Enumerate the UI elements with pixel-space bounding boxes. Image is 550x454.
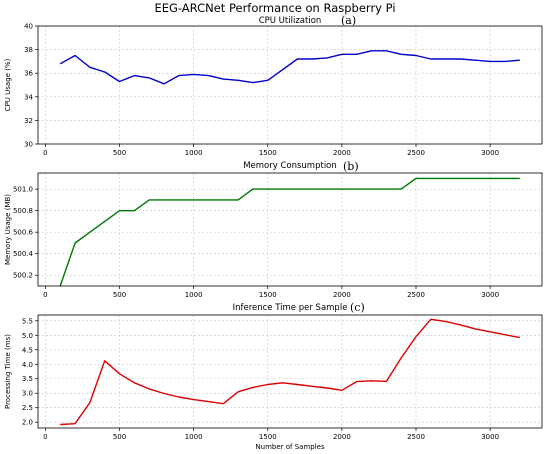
panel-1-ytick-label-2: 34 [24, 93, 33, 101]
panel-1-ytick-label-4: 38 [24, 46, 33, 54]
panel-2-xtick-label-3: 1500 [259, 291, 277, 299]
panel-3-ytick-label-7: 5.5 [22, 317, 33, 325]
panel-3-xtick-label-0: 0 [43, 433, 47, 441]
panel-1-xtick-label-4: 2000 [333, 149, 351, 157]
panel-2-ytick-label-4: 501.0 [13, 186, 33, 194]
panel-1-ytick-label-5: 40 [24, 23, 33, 31]
panel-2-xtick-label-5: 2500 [407, 291, 425, 299]
panel-1-xtick-label-5: 2500 [407, 149, 425, 157]
panel-3-ytick-label-3: 3.5 [22, 375, 33, 383]
panel-1-xtick-label-1: 500 [113, 149, 126, 157]
panel-3-ytick-label-0: 2.0 [22, 419, 33, 427]
panel-2-xtick-label-4: 2000 [333, 291, 351, 299]
panel-3-xtick-label-2: 1000 [185, 433, 203, 441]
panel-3-plot-frame [37, 314, 543, 429]
panel-2-xtick-label-2: 1000 [185, 291, 203, 299]
panel-1-ylabel: CPU Usage (%) [4, 58, 12, 111]
panel-1-series-line [59, 50, 520, 85]
panel-3-xtick-label-1: 500 [113, 433, 126, 441]
panel-2-xtick-label-0: 0 [43, 291, 47, 299]
panel-3-xlabel: Number of Samples [255, 443, 325, 451]
panel-3-ylabel: Processing Time (ms) [4, 334, 12, 409]
panel-2-plot-frame [37, 172, 543, 287]
panel-2-ytick-label-2: 500.6 [13, 229, 34, 237]
panel-2-ytick-label-0: 500.2 [13, 272, 33, 280]
panel-3-ytick-label-4: 4.0 [22, 361, 33, 369]
panel-3-xtick-label-4: 2000 [333, 433, 351, 441]
panel-2-label: (b) [343, 160, 359, 173]
panel-2-xtick-label-1: 500 [113, 291, 126, 299]
panel-3-ytick-label-2: 3.0 [22, 390, 33, 398]
panel-1-xtick-label-3: 1500 [259, 149, 277, 157]
panel-3-xtick-label-5: 2500 [407, 433, 425, 441]
panel-2-ytick-label-3: 500.8 [13, 207, 33, 215]
panel-1-title: CPU Utilization [259, 16, 322, 26]
panel-3-ytick-label-5: 4.5 [22, 346, 33, 354]
panel-1-ytick-label-0: 30 [24, 141, 33, 149]
panel-2-title: Memory Consumption [243, 161, 337, 171]
panel-2-ylabel: Memory Usage (MB) [4, 194, 12, 265]
figure-title: EEG-ARCNet Performance on Raspberry Pi [154, 1, 395, 15]
panel-1-label: (a) [341, 14, 356, 27]
panel-3-label: (c) [350, 301, 365, 314]
panel-1-ytick-label-1: 32 [24, 117, 33, 125]
panel-3-title: Inference Time per Sample [233, 303, 348, 313]
panel-3-ytick-label-1: 2.5 [22, 404, 33, 412]
panel-1-xtick-label-2: 1000 [185, 149, 203, 157]
panel-3-xtick-label-3: 1500 [259, 433, 277, 441]
panel-3-xtick-label-6: 3000 [481, 433, 499, 441]
panel-3-series-line [60, 318, 520, 426]
panel-1-xtick-label-0: 0 [43, 149, 47, 157]
panel-1-xtick-label-6: 3000 [481, 149, 499, 157]
panel-1-ytick-label-3: 36 [24, 70, 33, 78]
panel-2-series-line [59, 177, 520, 287]
panel-2-xtick-label-6: 3000 [481, 291, 499, 299]
panel-3-ytick-label-6: 5.0 [22, 332, 33, 340]
panel-2-ytick-label-1: 500.4 [13, 250, 34, 258]
panel-1-plot-frame [37, 25, 543, 145]
